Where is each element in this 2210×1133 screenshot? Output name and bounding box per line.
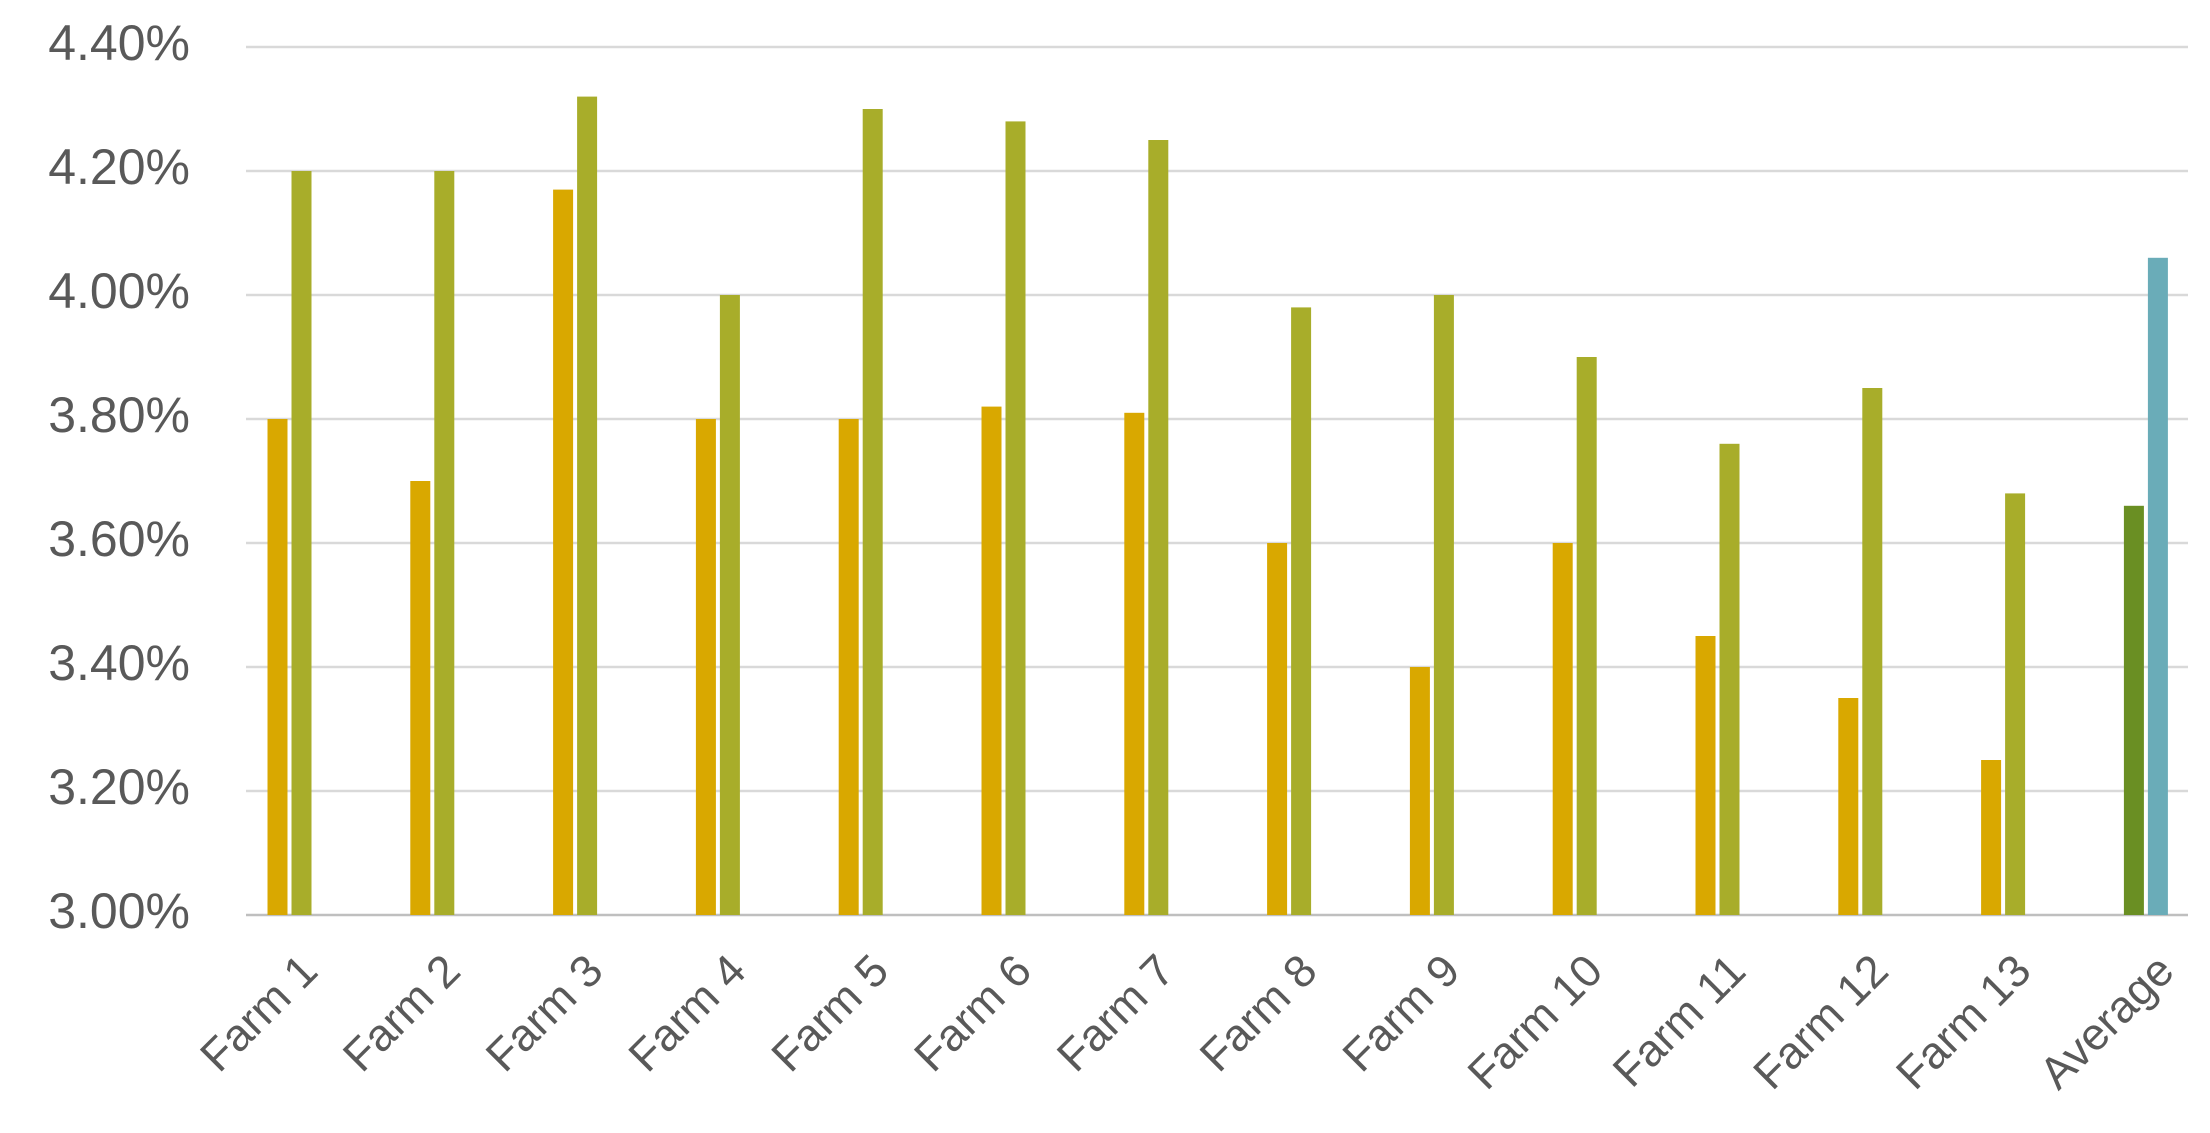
y-tick-label: 3.80% <box>48 387 190 443</box>
bar <box>410 481 431 915</box>
bar <box>1433 295 1454 915</box>
x-tick-label: Farm 12 <box>1743 944 1898 1099</box>
bar <box>1148 140 1169 915</box>
y-tick-label: 3.40% <box>48 635 190 691</box>
y-tick-label: 3.60% <box>48 511 190 567</box>
bar <box>981 406 1002 915</box>
bar <box>1719 443 1740 915</box>
bar <box>434 171 455 915</box>
bar <box>1838 698 1859 915</box>
bar <box>1409 667 1430 915</box>
bar <box>1005 121 1026 915</box>
bar <box>1552 543 1573 915</box>
bar <box>862 109 883 915</box>
bar <box>1267 543 1288 915</box>
y-tick-label: 4.00% <box>48 263 190 319</box>
y-tick-label: 4.20% <box>48 139 190 195</box>
bar <box>2123 505 2144 915</box>
y-tick-label: 3.00% <box>48 883 190 939</box>
bar <box>1695 636 1716 915</box>
bar <box>2147 257 2168 915</box>
x-tick-label: Farm 11 <box>1603 944 1755 1096</box>
x-tick-label: Farm 2 <box>333 944 470 1081</box>
bar <box>719 295 740 915</box>
bar <box>1291 307 1312 915</box>
bar <box>291 171 312 915</box>
x-tick-label: Farm 9 <box>1333 944 1470 1081</box>
x-tick-label: Farm 13 <box>1886 944 2041 1099</box>
y-tick-label: 3.20% <box>48 759 190 815</box>
x-tick-label: Farm 4 <box>619 944 756 1081</box>
bar <box>1862 388 1883 915</box>
x-tick-label: Farm 10 <box>1458 944 1613 1099</box>
bar <box>1124 412 1145 915</box>
bar <box>838 419 859 915</box>
x-tick-label: Farm 7 <box>1047 944 1184 1081</box>
x-tick-label: Farm 1 <box>190 944 327 1081</box>
bar <box>267 419 288 915</box>
x-tick-label: Average <box>2029 944 2183 1098</box>
x-tick-label: Farm 6 <box>904 944 1041 1081</box>
bar <box>1576 357 1597 915</box>
x-tick-label: Farm 5 <box>761 944 898 1081</box>
bar <box>553 189 574 916</box>
bar <box>2005 493 2026 915</box>
x-tick-label: Farm 8 <box>1190 944 1327 1081</box>
y-tick-label: 4.40% <box>48 15 190 71</box>
bar <box>577 96 598 916</box>
x-tick-label: Farm 3 <box>476 944 613 1081</box>
bar <box>1981 760 2002 915</box>
bar <box>695 419 716 915</box>
